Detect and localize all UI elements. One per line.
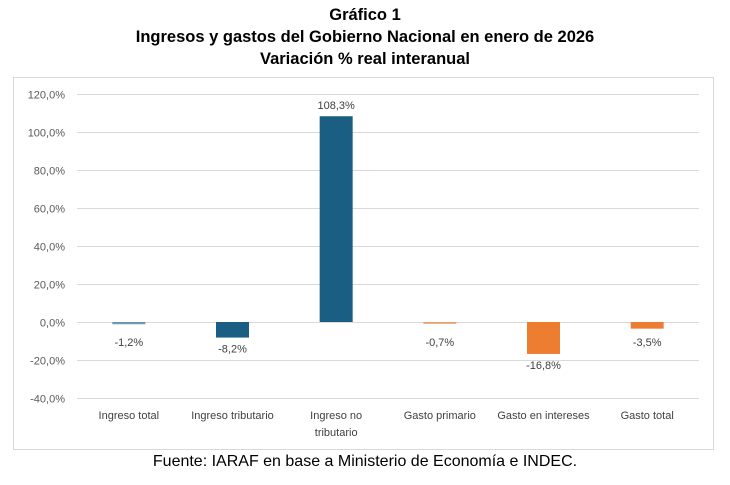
x-tick-label: tributario xyxy=(315,427,358,439)
data-label: 108,3% xyxy=(318,100,356,112)
data-label: -16,8% xyxy=(526,360,561,372)
y-tick-label: 100,0% xyxy=(28,128,66,140)
x-tick-label: Gasto en intereses xyxy=(497,410,590,422)
bar xyxy=(319,116,353,322)
y-tick-label: 60,0% xyxy=(34,204,65,216)
bar-chart: 120,0% 100,0% 80,0% 60,0% 40,0% 20,0% 0,0% -20,… xyxy=(28,90,699,439)
chart-subtitle: Variación % real interanual xyxy=(259,50,470,68)
y-tick-label: -20,0% xyxy=(30,356,65,368)
bar xyxy=(423,322,457,324)
bar xyxy=(527,322,560,354)
chart-area: 120,0% 100,0% 80,0% 60,0% 40,0% 20,0% 0,0% -20,… xyxy=(13,77,714,450)
data-label: -1,2% xyxy=(114,337,143,349)
x-tick-label: Gasto primario xyxy=(404,410,476,422)
data-label: -3,5% xyxy=(633,337,662,349)
x-tick-label: Gasto total xyxy=(621,410,674,422)
y-tick-label: -40,0% xyxy=(30,394,65,406)
data-label: -0,7% xyxy=(425,337,454,349)
bar xyxy=(630,322,664,329)
data-label: -8,2% xyxy=(218,344,247,356)
y-tick-label: 0,0% xyxy=(40,318,65,330)
x-axis-labels: Ingreso total Ingreso tributario Ingreso n… xyxy=(99,410,674,439)
y-tick-label: 40,0% xyxy=(34,242,65,254)
y-tick-label: 80,0% xyxy=(34,166,65,178)
data-labels: -1,2% -8,2% 108,3% -0,7% -16,8% -3,5% xyxy=(114,100,661,372)
bar xyxy=(112,322,146,325)
chart-number: Gráfico 1 xyxy=(329,6,401,24)
bars xyxy=(112,116,664,354)
y-tick-label: 120,0% xyxy=(28,90,66,102)
y-tick-label: 20,0% xyxy=(34,280,65,292)
bar xyxy=(216,322,249,338)
source-note: Fuente: IARAF en base a Ministerio de Ec… xyxy=(152,453,578,470)
gridlines xyxy=(77,94,699,399)
x-tick-label: Ingreso no xyxy=(310,410,362,422)
x-tick-label: Ingreso total xyxy=(99,410,160,422)
x-tick-label: Ingreso tributario xyxy=(191,410,274,422)
chart-title-block: Gráfico 1 Ingresos y gastos del Gobierno… xyxy=(0,4,730,70)
chart-title: Ingresos y gastos del Gobierno Nacional … xyxy=(135,28,595,46)
y-axis-ticks: 120,0% 100,0% 80,0% 60,0% 40,0% 20,0% 0,0% -20,… xyxy=(28,90,66,406)
